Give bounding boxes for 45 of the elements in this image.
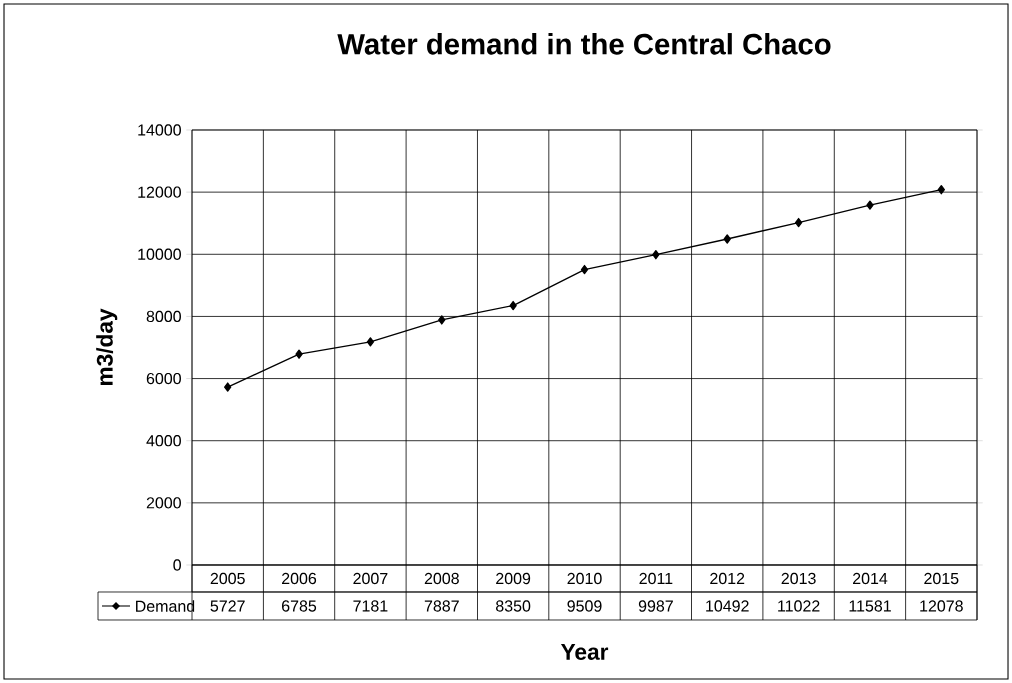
y-axis-title: m3/day (96, 308, 118, 386)
y-tick-label: 4000 (146, 435, 181, 447)
y-tick-label: 6000 (146, 372, 181, 385)
point (438, 315, 446, 325)
data-label: 12078 (920, 600, 963, 612)
point (794, 217, 803, 228)
y-tick-label: 14000 (138, 124, 181, 136)
point (224, 382, 232, 392)
x-axis-title: Year (560, 644, 609, 660)
point (295, 349, 303, 359)
point (366, 337, 375, 347)
y-tick-label: 8000 (146, 310, 181, 323)
data-label: 6785 (282, 600, 317, 612)
y-tick-label: 12000 (138, 186, 181, 198)
x-tick-label: 2011 (639, 572, 673, 585)
x-tick-label: 2012 (710, 572, 745, 585)
y-tick-label: 2000 (146, 497, 181, 509)
data-label: 7181 (353, 600, 388, 612)
x-tick-label: 2010 (567, 572, 602, 585)
legend-label: Demand (136, 600, 195, 612)
data-label: 7887 (424, 600, 459, 612)
point (580, 264, 589, 275)
x-tick-label: 2014 (853, 572, 888, 585)
data-label: 8350 (496, 600, 531, 612)
data-label: 11581 (849, 600, 891, 612)
x-tick-label: 2007 (353, 572, 388, 585)
point (723, 234, 731, 244)
x-tick-label: 2008 (424, 572, 459, 585)
x-tick-label: 2005 (210, 572, 245, 585)
data-label: 11022 (778, 600, 820, 612)
point (937, 185, 945, 195)
x-tick-label: 2009 (496, 572, 531, 585)
chart-title: Water demand in the Central Chaco (337, 33, 831, 55)
x-tick-label: 2006 (282, 572, 317, 585)
x-tick-label: 2015 (924, 572, 959, 585)
x-tick-label: 2013 (781, 572, 816, 585)
data-label: 9509 (567, 600, 602, 612)
data-label: 9987 (638, 600, 673, 612)
y-tick-label: 0 (173, 559, 181, 571)
point (509, 300, 517, 311)
data-label: 5727 (210, 600, 245, 612)
data-label: 10492 (706, 600, 749, 612)
point (866, 200, 874, 210)
y-tick-label: 10000 (138, 248, 181, 260)
point (652, 250, 660, 260)
